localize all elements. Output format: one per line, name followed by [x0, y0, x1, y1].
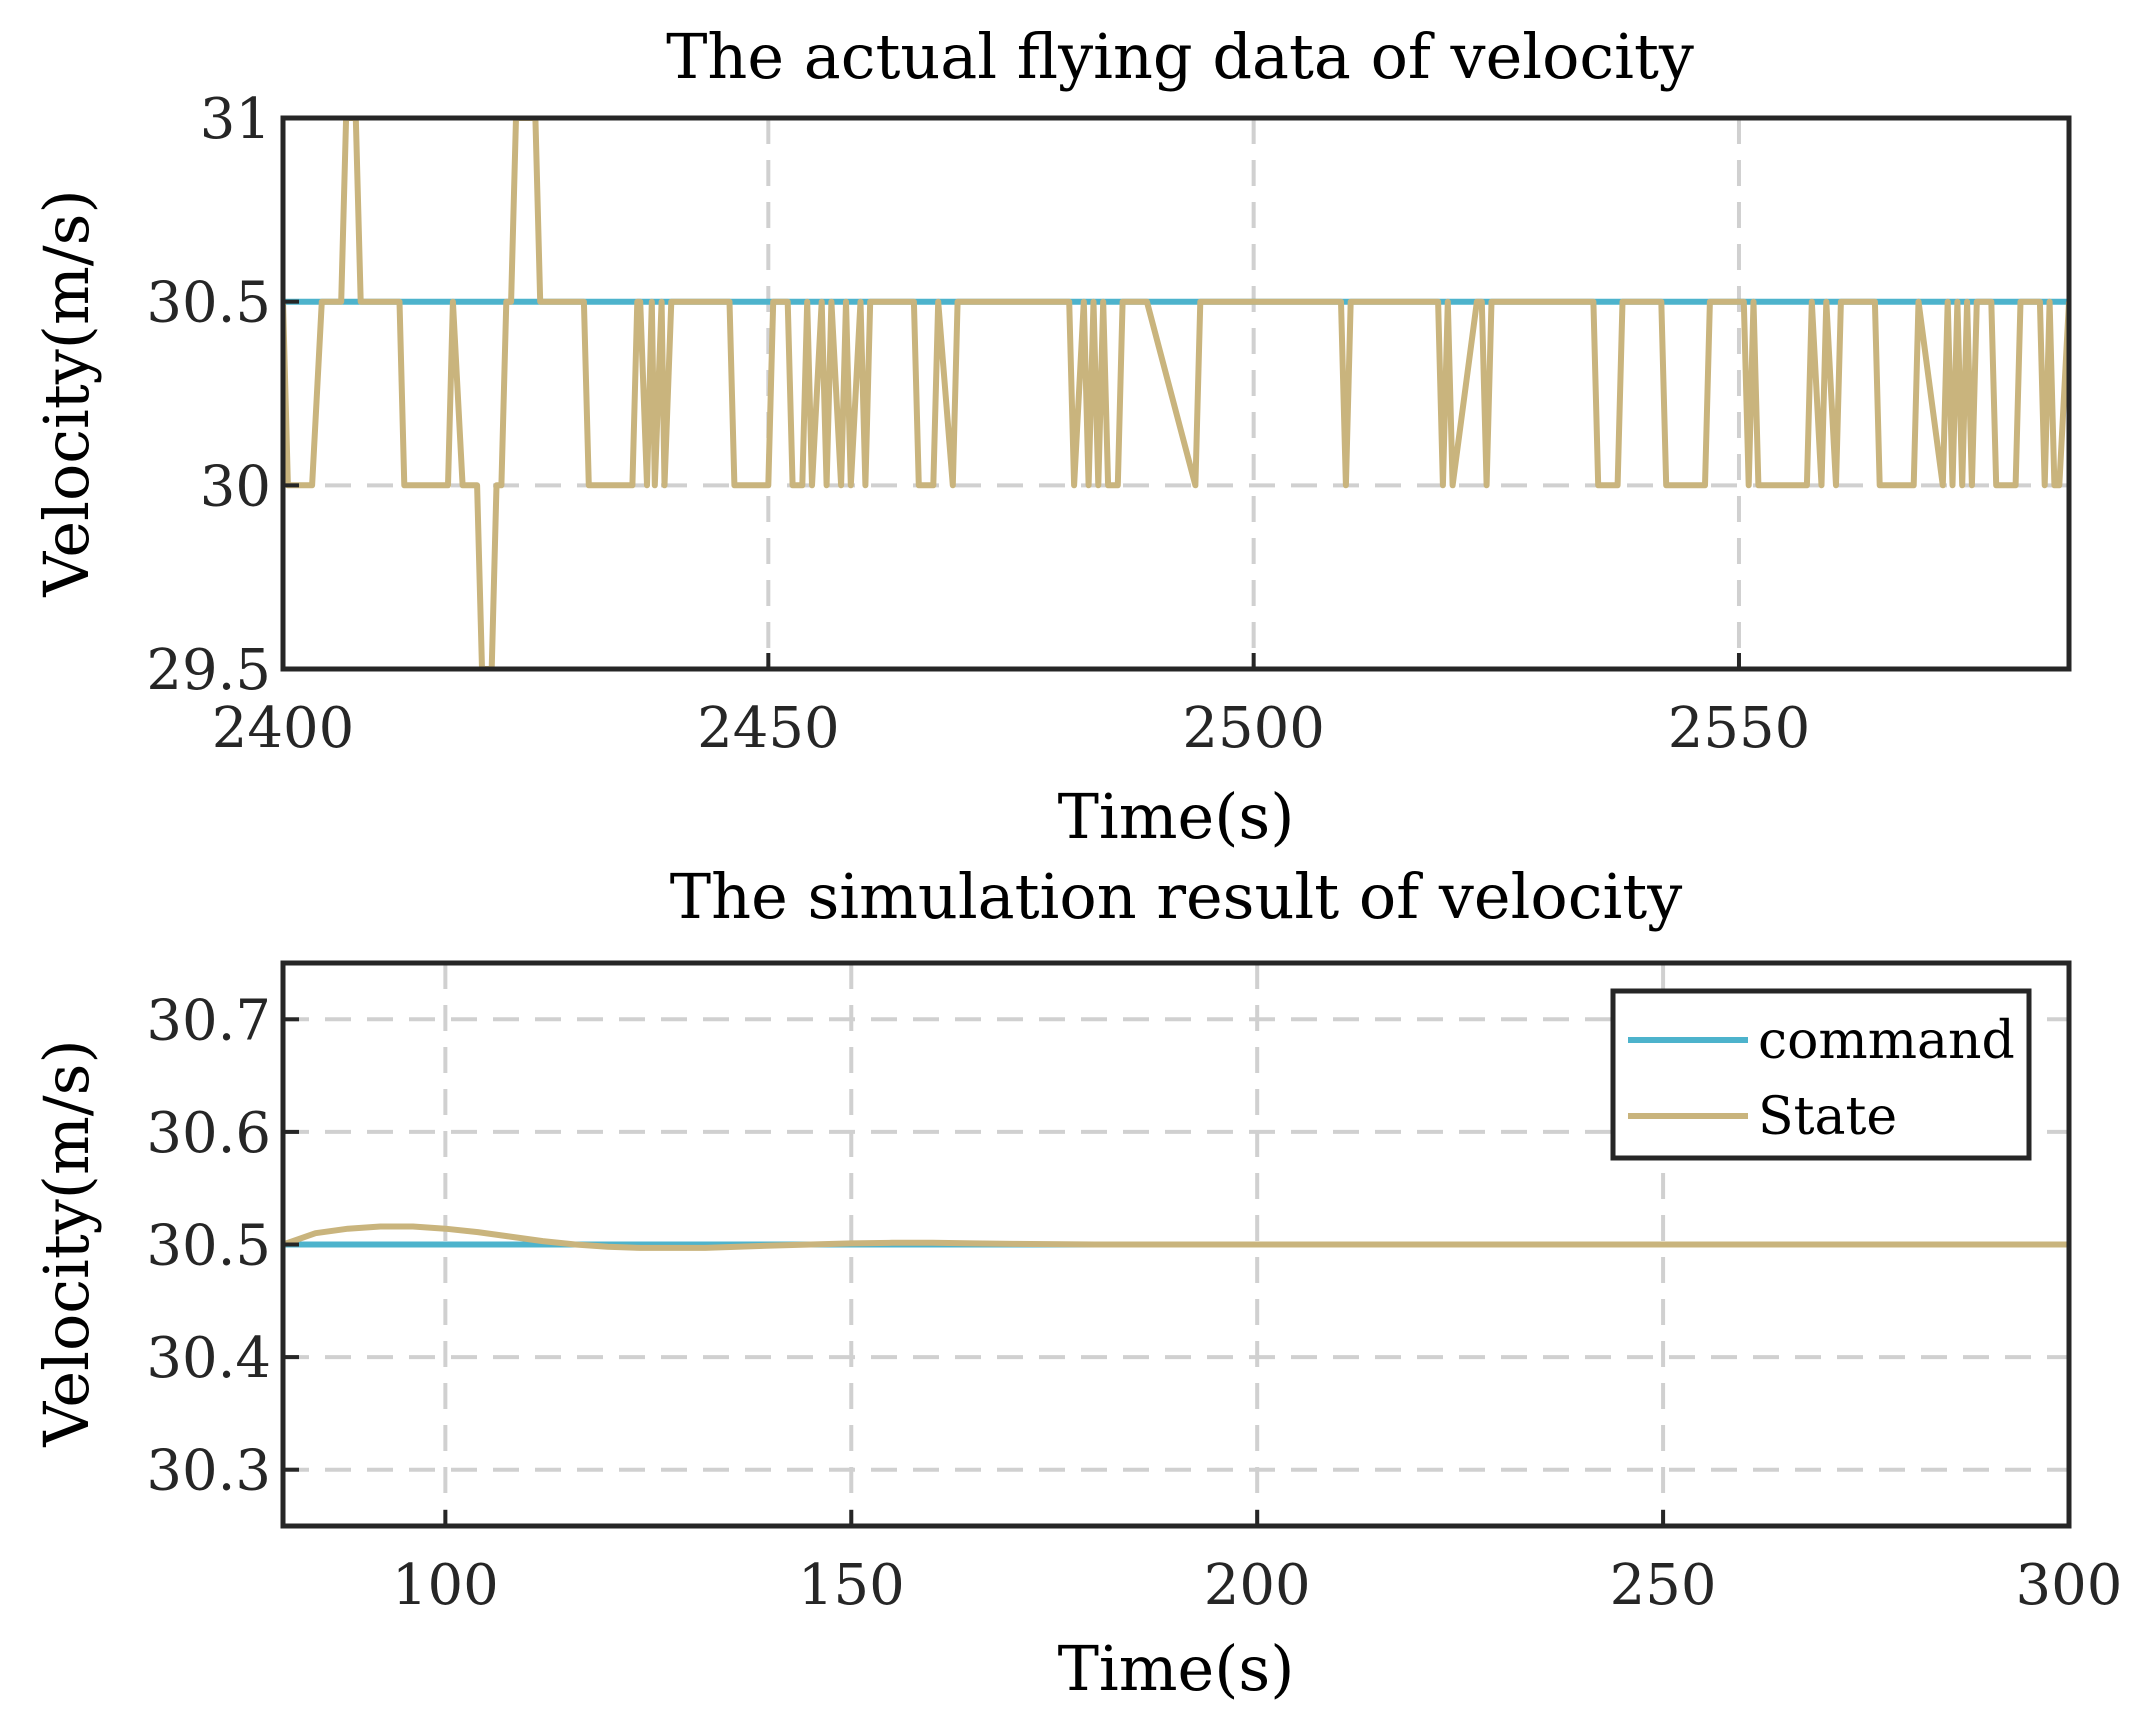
y-tick-label-actual-3: 31 — [200, 87, 271, 152]
legend: command State — [1610, 988, 2032, 1161]
y-tick-label-actual-2: 30.5 — [146, 271, 271, 336]
axes-frame-actual — [280, 115, 2072, 672]
x-axis-label-actual: Time(s) — [1058, 780, 1295, 853]
chart-simulation-velocity: The simulation result of velocity 100 150… — [30, 860, 2122, 1705]
y-tick-label-simulation-1: 30.4 — [146, 1326, 271, 1391]
y-tick-label-simulation-2: 30.5 — [146, 1214, 271, 1279]
legend-box — [1610, 988, 2032, 1161]
y-tick-label-simulation-3: 30.6 — [146, 1101, 271, 1166]
x-tick-label-simulation-2: 200 — [1204, 1553, 1311, 1618]
x-tick-label-simulation-4: 300 — [2016, 1553, 2123, 1618]
gridlines-actual — [283, 118, 2069, 669]
series-line-simulation-state — [283, 1223, 2069, 1251]
x-tick-label-actual-2: 2500 — [1182, 696, 1325, 761]
x-tick-label-actual-3: 2550 — [1668, 696, 1811, 761]
legend-label-command: command — [1758, 1011, 2015, 1071]
y-tick-label-actual-1: 30 — [200, 454, 271, 519]
y-axis-label-actual: Velocity(m/s) — [30, 189, 103, 597]
chart-actual-flying-velocity: The actual flying data of velocity 2400 2… — [30, 20, 2072, 853]
x-tick-label-actual-0: 2400 — [212, 696, 355, 761]
y-axis-label-simulation: Velocity(m/s) — [30, 1039, 103, 1447]
chart-title-simulation: The simulation result of velocity — [670, 860, 1682, 933]
x-tick-label-simulation-0: 100 — [392, 1553, 499, 1618]
x-tick-label-simulation-1: 150 — [798, 1553, 905, 1618]
ticks-simulation: 100 150 200 250 300 30.3 30.4 30.5 30.6 30.7 — [146, 988, 2122, 1618]
series-line-actual-state — [283, 118, 2069, 669]
legend-label-state: State — [1758, 1087, 1897, 1147]
y-tick-label-actual-0: 29.5 — [146, 638, 271, 703]
x-tick-label-actual-1: 2450 — [697, 696, 840, 761]
ticks-actual: 2400 2450 2500 2550 29.5 30 30.5 31 — [146, 87, 1810, 761]
chart-title-actual: The actual flying data of velocity — [666, 20, 1694, 93]
plot-area-actual — [283, 118, 2069, 669]
x-axis-label-simulation: Time(s) — [1058, 1632, 1295, 1705]
x-tick-label-simulation-3: 250 — [1610, 1553, 1717, 1618]
plot-area-simulation — [283, 1223, 2069, 1251]
y-tick-label-simulation-4: 30.7 — [146, 988, 271, 1053]
y-tick-label-simulation-0: 30.3 — [146, 1439, 271, 1504]
